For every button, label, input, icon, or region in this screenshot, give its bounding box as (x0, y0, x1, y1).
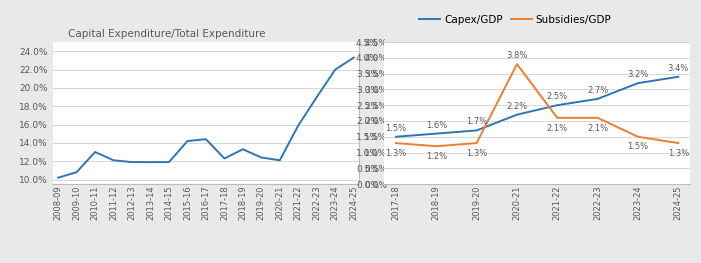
Text: 1.5%: 1.5% (386, 124, 407, 133)
Text: 2.1%: 2.1% (547, 124, 568, 133)
Text: 2.5%: 2.5% (547, 92, 568, 101)
Text: 1.3%: 1.3% (668, 149, 689, 158)
Text: 1.5%: 1.5% (627, 143, 648, 151)
Text: 2.2%: 2.2% (506, 102, 528, 110)
Text: 2.7%: 2.7% (587, 86, 608, 95)
Text: 1.7%: 1.7% (466, 117, 487, 126)
Text: 1.3%: 1.3% (386, 149, 407, 158)
Text: 1.6%: 1.6% (426, 120, 447, 129)
Text: 1.2%: 1.2% (426, 152, 447, 161)
Text: 3.4%: 3.4% (668, 64, 689, 73)
Legend: Capex/GDP, Subsidies/GDP: Capex/GDP, Subsidies/GDP (415, 11, 615, 29)
Text: Capital Expenditure/Total Expenditure: Capital Expenditure/Total Expenditure (68, 28, 266, 38)
Text: 3.2%: 3.2% (627, 70, 648, 79)
Text: 1.3%: 1.3% (466, 149, 487, 158)
Text: 2.1%: 2.1% (587, 124, 608, 133)
Text: 3.8%: 3.8% (506, 51, 528, 60)
